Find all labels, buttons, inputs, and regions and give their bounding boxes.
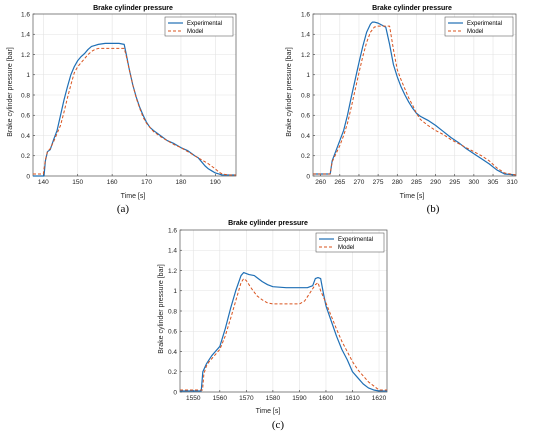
x-tick-label: 180 [176,179,187,186]
x-tick-label: 1590 [292,395,307,402]
legend-box [315,232,385,253]
x-tick-label: 310 [507,179,518,186]
panel-label-a: (a) [117,203,130,215]
y-tick-label: 0 [26,173,30,180]
y-tick-label: 1 [26,72,30,79]
chart-title-a: Brake cylinder pressure [93,5,173,12]
series-line-model [313,25,517,176]
x-tick-label: 280 [392,179,403,186]
y-tick-label: 1.2 [301,52,310,59]
x-tick-label: 295 [449,179,460,186]
legend-a: Experimental Model [164,16,234,37]
y-tick-label: 0.2 [301,153,310,160]
y-tick-label: 1.4 [168,248,177,255]
x-tick-label: 265 [334,179,345,186]
x-tick-label: 300 [468,179,479,186]
x-tick-label: 285 [411,179,422,186]
y-tick-label: 1.4 [21,32,30,39]
y-tick-label: 0.6 [301,113,310,120]
y-tick-label: 0.8 [168,308,177,315]
y-tick-label: 0.4 [301,133,310,140]
axes-frame [312,13,517,177]
y-axis-label-c: Brake cylinder pressure [bar] [158,264,165,354]
series-line-experimental [180,271,387,392]
x-tick-label: 1560 [213,395,228,402]
y-tick-label: 1.2 [168,268,177,275]
x-tick-label: 305 [488,179,499,186]
legend-b: Experimental Model [444,16,514,37]
series-line-model [33,47,236,176]
legend-c: Experimental Model [315,232,385,253]
y-axis-label-a: Brake cylinder pressure [bar] [7,47,14,137]
x-tick-label: 1570 [239,395,254,402]
x-tick-label: 1610 [345,395,360,402]
legend-box [164,16,234,37]
y-tick-label: 0 [173,389,177,396]
x-tick-label: 170 [141,179,152,186]
series-line-model [180,278,387,391]
y-tick-label: 0.6 [168,329,177,336]
y-tick-label: 0.2 [21,153,30,160]
x-tick-label: 1600 [319,395,334,402]
y-axis-label-b: Brake cylinder pressure [bar] [286,47,293,137]
axes-frame [179,229,388,393]
axes-frame [32,13,237,177]
y-tick-label: 0 [306,173,310,180]
x-tick-label: 290 [430,179,441,186]
x-tick-label: 150 [72,179,83,186]
legend-label-model: Model [338,245,354,251]
x-tick-label: 260 [315,179,326,186]
x-axis-label-a: Time [s] [121,193,146,200]
y-tick-label: 1 [173,288,177,295]
panel-label-b: (b) [427,203,440,215]
series-line-experimental [33,42,236,177]
legend-label-model: Model [187,29,203,35]
legend-label-experimental: Experimental [467,21,502,27]
x-tick-label: 270 [354,179,365,186]
legend-label-model: Model [467,29,483,35]
x-tick-label: 275 [373,179,384,186]
y-tick-label: 1.4 [301,32,310,39]
chart-title-b: Brake cylinder pressure [372,5,452,12]
x-tick-label: 1550 [186,395,201,402]
legend-label-experimental: Experimental [187,21,222,27]
x-tick-label: 1620 [372,395,387,402]
plot-area-b: 0 0.2 0.4 0.6 0.8 1 1.2 1.4 1.6 260 265 270 275 280 28… [301,11,518,186]
legend-label-experimental: Experimental [338,237,373,243]
y-tick-label: 0.8 [301,92,310,99]
plot-area-c: 0 0.2 0.4 0.6 0.8 1 1.2 1.4 1.6 1550 1560 1570 1580 1… [168,227,388,402]
x-tick-label: 1580 [266,395,281,402]
y-tick-label: 0.4 [168,349,177,356]
y-tick-label: 1.6 [168,227,177,234]
chart-title-c: Brake cylinder pressure [228,220,308,227]
plot-area-a: 0 0.2 0.4 0.6 0.8 1 1.2 1.4 1.6 140 150 160 170 180 19… [21,11,237,186]
x-tick-label: 190 [210,179,221,186]
y-tick-label: 1.2 [21,52,30,59]
y-tick-label: 0.8 [21,92,30,99]
x-tick-label: 140 [38,179,49,186]
legend-box [444,16,514,37]
x-axis-label-c: Time [s] [256,408,281,415]
y-tick-label: 1.6 [301,11,310,18]
x-tick-label: 160 [107,179,118,186]
y-tick-label: 0.6 [21,113,30,120]
y-tick-label: 0.2 [168,369,177,376]
panel-label-c: (c) [272,419,285,431]
x-axis-label-b: Time [s] [400,193,425,200]
y-tick-label: 0.4 [21,133,30,140]
y-tick-label: 1 [306,72,310,79]
y-tick-label: 1.6 [21,11,30,18]
